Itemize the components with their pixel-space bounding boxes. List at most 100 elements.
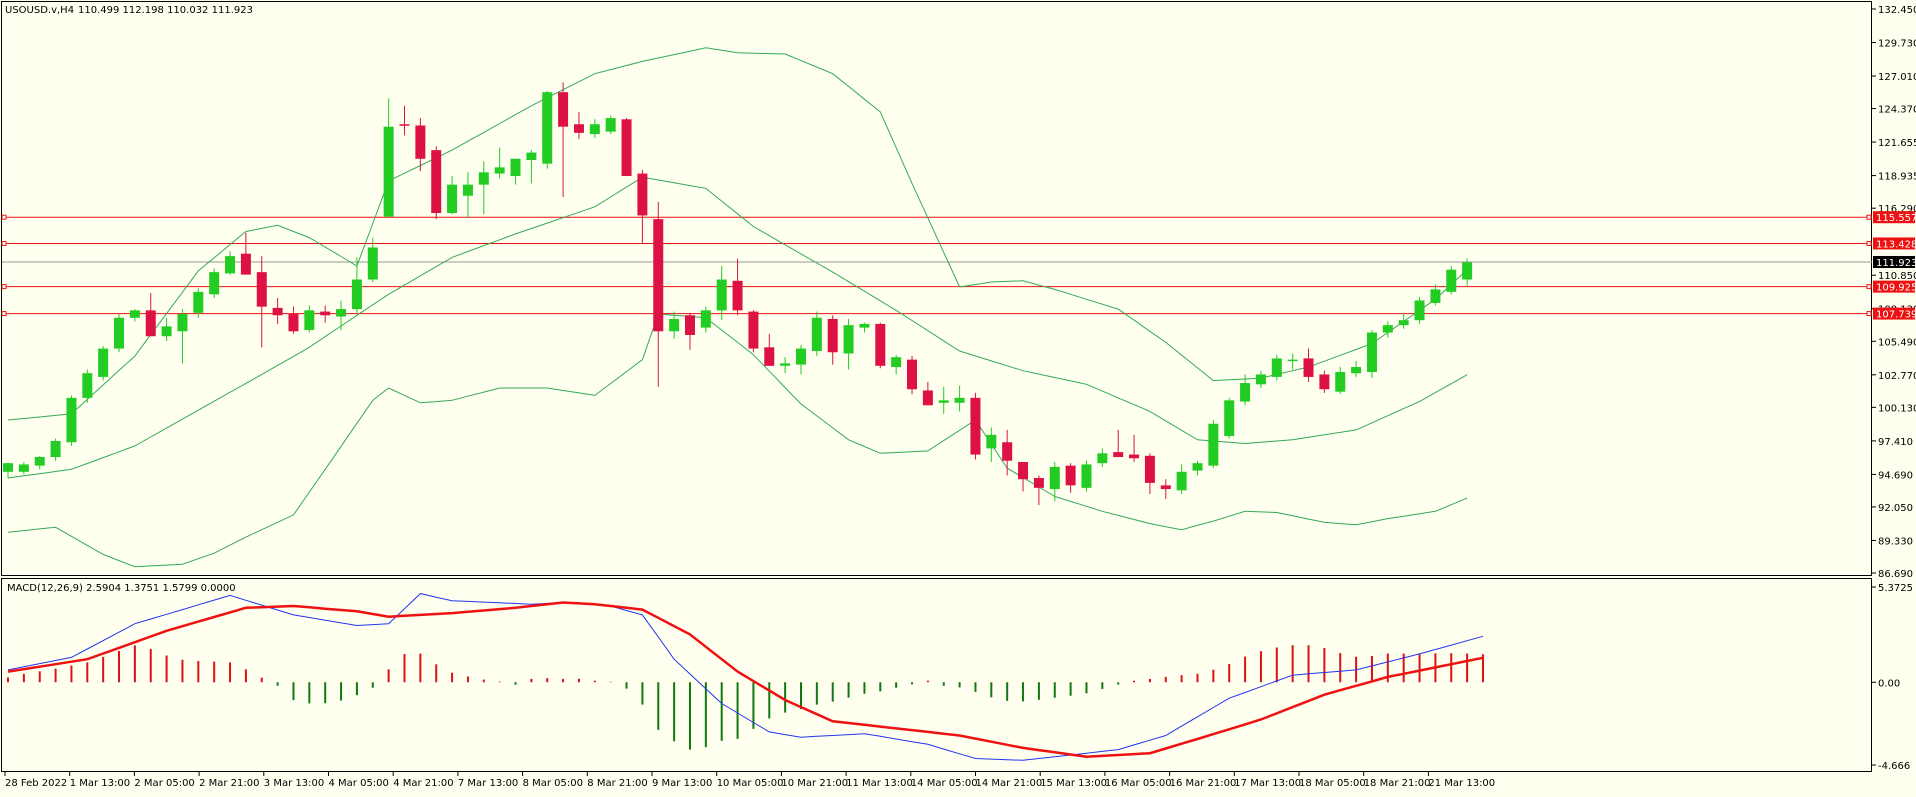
- candle-bull: [954, 397, 965, 403]
- candle-bear: [1129, 454, 1140, 459]
- candle-bull: [700, 310, 711, 328]
- time-tick-label: 11 Mar 13:00: [846, 778, 913, 789]
- time-axis: 28 Feb 2022 1 Mar 13:00 2 Mar 05:00 2 Mar 2…: [4, 772, 1495, 789]
- time-tick-label: 10 Mar 21:00: [781, 778, 848, 789]
- time-tick-label: 2 Mar 21:00: [199, 778, 259, 789]
- macd-line: [7, 593, 1484, 761]
- candles: [3, 82, 1473, 506]
- candle-bull: [462, 184, 473, 196]
- candle-bear: [1144, 455, 1155, 483]
- candle-bull: [526, 152, 537, 160]
- candle-bear: [653, 219, 664, 332]
- time-tick-label: 7 Mar 13:00: [458, 778, 518, 789]
- candle-bull: [1366, 332, 1377, 372]
- price-tick-label: 116.290: [1878, 204, 1916, 215]
- candle-bull: [18, 464, 29, 472]
- candle-bear: [320, 311, 331, 316]
- candle-bear: [415, 125, 426, 159]
- candle-bear: [732, 280, 743, 311]
- candle-bull: [98, 348, 109, 377]
- candle-bear: [240, 253, 251, 275]
- candle-bull: [716, 279, 727, 311]
- level-handle: [1866, 240, 1872, 246]
- bollinger-middle-line: [7, 176, 1468, 479]
- candle-bull: [1287, 359, 1298, 362]
- price-tick-label: 89.330: [1878, 536, 1913, 547]
- price-tick-label: 110.850: [1878, 271, 1916, 282]
- candle-bull: [193, 291, 204, 313]
- candle-bull: [383, 126, 394, 217]
- candle-bull: [1049, 466, 1060, 490]
- candle-bear: [621, 119, 632, 177]
- candle-bear: [1303, 358, 1314, 377]
- candle-bull: [1224, 400, 1235, 437]
- candle-bull: [50, 440, 61, 458]
- candle-bear: [922, 390, 933, 406]
- bollinger-bands: [7, 47, 1468, 568]
- candle-bear: [431, 150, 442, 213]
- signal-line: [7, 601, 1484, 758]
- time-tick-label: 8 Mar 05:00: [523, 778, 583, 789]
- level-tag-label: 109.925: [1876, 283, 1916, 294]
- candle-bull: [589, 124, 600, 135]
- price-tick-label: 102.770: [1878, 371, 1916, 382]
- time-tick-label: 14 Mar 05:00: [911, 778, 978, 789]
- candle-bull: [1398, 320, 1409, 326]
- candle-bear: [1113, 452, 1124, 458]
- level-handle: [1866, 311, 1872, 317]
- macd-tick-label: 5.3725: [1878, 583, 1913, 594]
- level-tag: [1873, 280, 1915, 293]
- candle-bear: [1160, 485, 1171, 490]
- candle-bull: [225, 256, 236, 274]
- macd-label: MACD(12,26,9) 2.5904 1.3751 1.5799 0.000…: [7, 583, 236, 594]
- time-tick-label: 16 Mar 21:00: [1170, 778, 1237, 789]
- macd-tick-label: -4.666: [1878, 761, 1910, 772]
- candle-bear: [288, 314, 299, 332]
- price-tick-label: 121.655: [1878, 138, 1916, 149]
- candle-bear: [573, 124, 584, 133]
- candle-bull: [796, 348, 806, 365]
- candle-bull: [1351, 367, 1362, 374]
- level-handle: [1, 240, 7, 246]
- current-price-box: [1873, 255, 1915, 268]
- price-tick-label: 105.490: [1878, 337, 1916, 348]
- candle-bull: [161, 326, 172, 337]
- price-axis: 132.450 129.730 127.010 124.370 121.655 118.9…: [1872, 5, 1916, 580]
- macd-lines: [7, 593, 1484, 761]
- candle-bull: [1192, 463, 1203, 471]
- candle-bull: [351, 279, 362, 310]
- candle-bull: [1462, 262, 1473, 280]
- candle-bear: [875, 323, 886, 366]
- time-tick-label: 18 Mar 05:00: [1299, 778, 1366, 789]
- candle-bull: [811, 317, 822, 352]
- level-handle: [1, 284, 7, 290]
- candle-bear: [145, 310, 156, 337]
- price-tick-label: 127.010: [1878, 72, 1916, 83]
- candle-bull: [66, 397, 77, 443]
- candle-bear: [399, 124, 410, 126]
- time-tick-label: 8 Mar 21:00: [587, 778, 647, 789]
- macd-histogram: [7, 645, 1484, 750]
- candle-bull: [1414, 300, 1425, 321]
- price-tick-label: 129.730: [1878, 39, 1916, 50]
- level-tag: [1873, 307, 1915, 320]
- symbol-label: USOUSD.v,H4: [5, 5, 74, 16]
- candle-bull: [891, 357, 902, 368]
- candle-bull: [447, 184, 458, 213]
- candle-bull: [542, 92, 553, 164]
- candle-bear: [764, 347, 775, 366]
- candle-bull: [129, 310, 140, 318]
- candle-bull: [1081, 464, 1092, 488]
- candle-bull: [1240, 383, 1251, 402]
- candle-bull: [843, 325, 854, 354]
- candle-bear: [1033, 477, 1044, 488]
- time-tick-label: 28 Feb 2022: [5, 778, 67, 789]
- time-tick-label: 9 Mar 13:00: [652, 778, 712, 789]
- candle-bull: [177, 314, 188, 332]
- candle-bear: [748, 311, 759, 349]
- time-tick-label: 4 Mar 21:00: [393, 778, 453, 789]
- time-tick-label: 18 Mar 21:00: [1364, 778, 1431, 789]
- price-tick-label: 100.130: [1878, 403, 1916, 414]
